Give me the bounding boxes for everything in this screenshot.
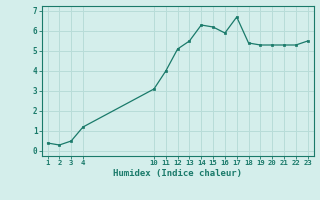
X-axis label: Humidex (Indice chaleur): Humidex (Indice chaleur) <box>113 169 242 178</box>
